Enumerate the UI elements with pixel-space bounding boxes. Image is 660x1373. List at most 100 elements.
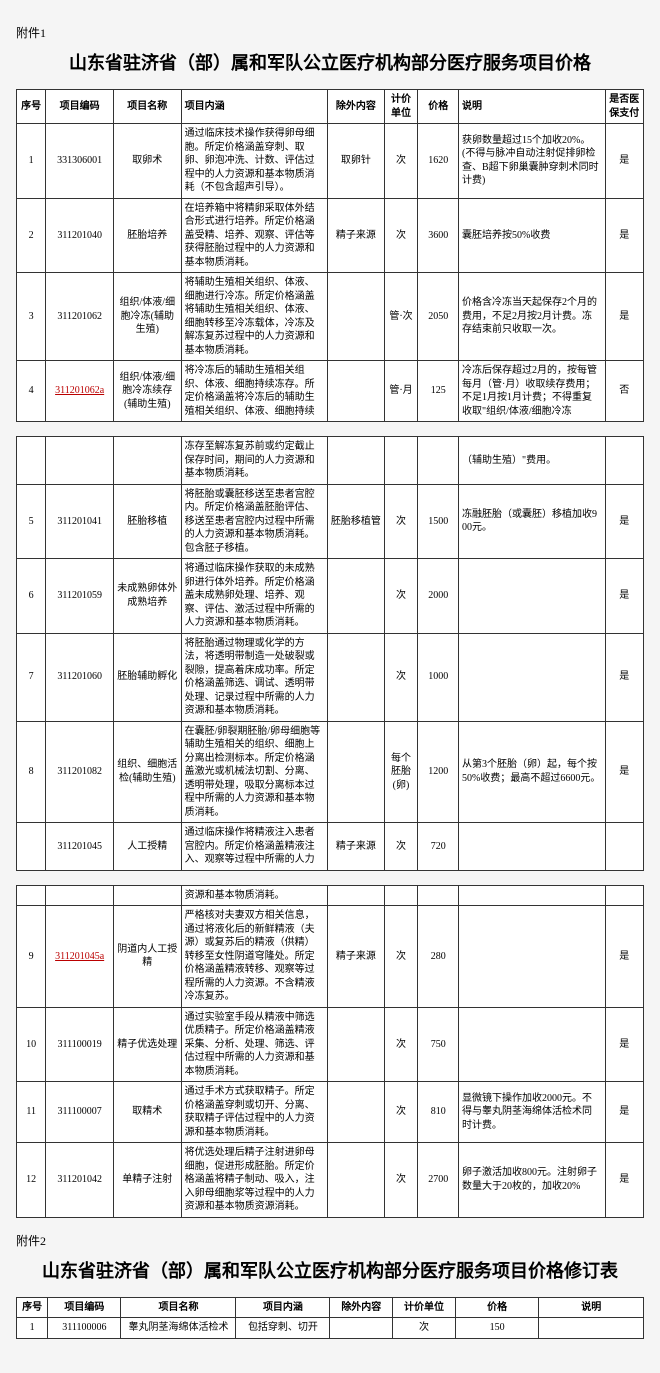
cell: 3600 — [418, 198, 459, 273]
attachment1-table-1: 序号项目编码项目名称项目内涵除外内容计价单位价格说明是否医保支付13313060… — [16, 89, 644, 422]
attachment2-title: 山东省驻济省（部）属和军队公立医疗机构部分医疗服务项目价格修订表 — [16, 1257, 644, 1283]
col-header: 项目编码 — [46, 90, 114, 124]
cell: 311201062 — [46, 273, 114, 361]
cell — [328, 1143, 384, 1218]
cell: 1 — [17, 124, 46, 199]
cell: 311201040 — [46, 198, 114, 273]
table-row: 12311201042单精子注射将优选处理后精子注射进卵母细胞，促进形成胚胎。所… — [17, 1143, 644, 1218]
cell: 冻存至解冻复苏前或约定截止保存时间，期间的人力资源和基本物质消耗。 — [181, 437, 328, 485]
cell: 睾丸阴茎海绵体活检术 — [121, 1318, 236, 1339]
cell: 次 — [384, 484, 418, 559]
cell: 将通过临床操作获取的未成熟卵进行体外培养。所定价格涵盖未成熟卵处理、培养、观察、… — [181, 559, 328, 634]
col-header: 项目名称 — [121, 1297, 236, 1318]
cell: 胚胎培养 — [113, 198, 181, 273]
cell: 次 — [384, 559, 418, 634]
cell: 精子来源 — [328, 823, 384, 871]
cell: 严格核对夫妻双方相关信息，通过将液化后的新鲜精液（夫源）或复苏后的精液（供精）转… — [181, 906, 328, 1008]
cell: 311100019 — [46, 1007, 114, 1082]
cell: 311201045a — [46, 906, 114, 1008]
cell: 次 — [384, 1007, 418, 1082]
cell: 在囊胚/卵裂期胚胎/卵母细胞等辅助生殖相关的组织、细胞上分离出检测标本。所定价格… — [181, 721, 328, 823]
cell: 2 — [17, 198, 46, 273]
col-header: 序号 — [17, 1297, 48, 1318]
cell — [17, 885, 46, 906]
cell: 管·月 — [384, 361, 418, 422]
table-row: 4311201062a组织/体液/细胞冷冻续存(辅助生殖)将冷冻后的辅助生殖相关… — [17, 361, 644, 422]
table-row: 311201045人工授精通过临床操作将精液注入患者宫腔内。所定价格涵盖精液注入… — [17, 823, 644, 871]
cell — [113, 885, 181, 906]
cell: 次 — [384, 1082, 418, 1143]
cell: 将胚胎或囊胚移送至患者宫腔内。所定价格涵盖胚胎评估、移送至患者宫腔内过程中所需的… — [181, 484, 328, 559]
table-row: 7311201060胚胎辅助孵化将胚胎通过物理或化学的方法，将透明带制造一处破裂… — [17, 633, 644, 721]
cell — [46, 437, 114, 485]
cell: 311201060 — [46, 633, 114, 721]
cell: 311201045 — [46, 823, 114, 871]
cell — [384, 885, 418, 906]
attachment2-label: 附件2 — [16, 1232, 644, 1249]
cell: 9 — [17, 906, 46, 1008]
cell: 将辅助生殖相关组织、体液、细胞进行冷冻。所定价格涵盖将辅助生殖相关组织、体液、细… — [181, 273, 328, 361]
cell: 组织、细胞活检(辅助生殖) — [113, 721, 181, 823]
cell — [459, 906, 606, 1008]
cell: 是 — [605, 721, 643, 823]
cell — [330, 1318, 393, 1339]
cell: 冷冻后保存超过2月的，按每管每月（管·月）收取续存费用；不足1月按1月计费；不得… — [459, 361, 606, 422]
cell — [459, 1007, 606, 1082]
col-header: 是否医保支付 — [605, 90, 643, 124]
cell — [459, 885, 606, 906]
cell: 1620 — [418, 124, 459, 199]
cell: 1500 — [418, 484, 459, 559]
cell — [328, 633, 384, 721]
cell — [328, 437, 384, 485]
cell: 311201059 — [46, 559, 114, 634]
cell: 是 — [605, 124, 643, 199]
cell: 311201041 — [46, 484, 114, 559]
cell — [384, 437, 418, 485]
attachment1-label: 附件1 — [16, 24, 644, 41]
cell — [328, 559, 384, 634]
cell: 311100006 — [48, 1318, 121, 1339]
cell: 取卵针 — [328, 124, 384, 199]
col-header: 价格 — [455, 1297, 539, 1318]
cell: 720 — [418, 823, 459, 871]
cell: 4 — [17, 361, 46, 422]
cell: 次 — [384, 198, 418, 273]
cell: 胚胎移植 — [113, 484, 181, 559]
cell: 次 — [384, 124, 418, 199]
cell — [328, 885, 384, 906]
cell: 资源和基本物质消耗。 — [181, 885, 328, 906]
cell — [46, 885, 114, 906]
cell: 1000 — [418, 633, 459, 721]
cell — [605, 885, 643, 906]
cell: 311100007 — [46, 1082, 114, 1143]
cell: 次 — [384, 633, 418, 721]
cell: 是 — [605, 906, 643, 1008]
cell: 是 — [605, 198, 643, 273]
cell: 通过手术方式获取精子。所定价格涵盖穿刺或切开、分离、获取精子评估过程中的人力资源… — [181, 1082, 328, 1143]
cell: 2050 — [418, 273, 459, 361]
attachment2-table: 序号项目编码项目名称项目内涵除外内容计价单位价格说明 1311100006睾丸阴… — [16, 1297, 644, 1339]
cell — [459, 823, 606, 871]
cell: 是 — [605, 633, 643, 721]
cell — [328, 721, 384, 823]
cell: 精子优选处理 — [113, 1007, 181, 1082]
cell: 是 — [605, 559, 643, 634]
cell: 是 — [605, 273, 643, 361]
cell: 人工授精 — [113, 823, 181, 871]
cell — [328, 1082, 384, 1143]
table-row: 3311201062组织/体液/细胞冷冻(辅助生殖)将辅助生殖相关组织、体液、细… — [17, 273, 644, 361]
table-row: 9311201045a阴道内人工授精严格核对夫妻双方相关信息，通过将液化后的新鲜… — [17, 906, 644, 1008]
cell: 5 — [17, 484, 46, 559]
cell: 150 — [455, 1318, 539, 1339]
cell: 显微镜下操作加收2000元。不得与睾丸阴茎海绵体活检术同时计费。 — [459, 1082, 606, 1143]
cell: 阴道内人工授精 — [113, 906, 181, 1008]
col-header: 价格 — [418, 90, 459, 124]
cell: 次 — [384, 1143, 418, 1218]
table-row: 2311201040胚胎培养在培养箱中将精卵采取体外结合形式进行培养。所定价格涵… — [17, 198, 644, 273]
cell: （辅助生殖）"费用。 — [459, 437, 606, 485]
cell: 331306001 — [46, 124, 114, 199]
col-header: 除外内容 — [330, 1297, 393, 1318]
cell: 价格含冷冻当天起保存2个月的费用，不足2月按2月计费。冻存结束前只收取一次。 — [459, 273, 606, 361]
cell: 在培养箱中将精卵采取体外结合形式进行培养。所定价格涵盖受精、培养、观察、评估等获… — [181, 198, 328, 273]
cell: 取精术 — [113, 1082, 181, 1143]
